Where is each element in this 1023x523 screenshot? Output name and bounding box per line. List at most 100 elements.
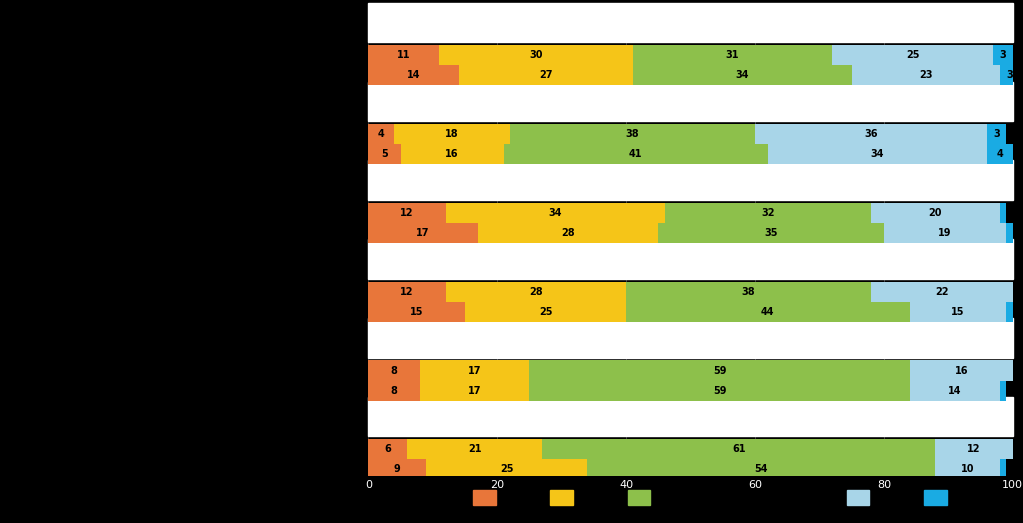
Text: 41: 41 bbox=[629, 149, 642, 159]
Bar bbox=[659, 223, 884, 243]
Bar bbox=[999, 459, 1007, 480]
Bar bbox=[530, 360, 909, 381]
Text: 61: 61 bbox=[732, 445, 746, 454]
Bar bbox=[464, 302, 626, 322]
Text: 34: 34 bbox=[871, 149, 884, 159]
Text: 9: 9 bbox=[394, 464, 401, 474]
Bar bbox=[935, 459, 999, 480]
Bar bbox=[987, 124, 1007, 144]
Text: 36: 36 bbox=[864, 129, 878, 139]
Text: 12: 12 bbox=[400, 287, 413, 297]
Bar bbox=[407, 439, 542, 459]
Bar bbox=[368, 381, 419, 401]
Bar bbox=[368, 124, 394, 144]
Bar bbox=[458, 65, 632, 85]
Bar bbox=[368, 318, 1013, 358]
Bar bbox=[368, 397, 1013, 437]
Bar bbox=[510, 124, 755, 144]
Bar bbox=[1007, 223, 1013, 243]
Bar bbox=[473, 490, 495, 505]
Text: 17: 17 bbox=[416, 228, 430, 238]
Bar bbox=[439, 45, 632, 65]
Bar bbox=[368, 161, 1013, 200]
Text: 54: 54 bbox=[755, 464, 768, 474]
Bar bbox=[478, 223, 659, 243]
Bar bbox=[871, 281, 1013, 302]
Text: Julkisen vallan konkreettinen toiminta yrittäjyyden
edistämiseksi - valtakunnall: Julkisen vallan konkreettinen toiminta y… bbox=[60, 168, 362, 192]
Text: 28: 28 bbox=[529, 287, 542, 297]
Text: 38: 38 bbox=[742, 287, 755, 297]
Bar bbox=[368, 65, 458, 85]
Bar bbox=[768, 144, 987, 164]
Text: 28: 28 bbox=[562, 228, 575, 238]
Text: 15: 15 bbox=[951, 306, 965, 317]
Text: 25: 25 bbox=[500, 464, 514, 474]
Text: Kansalaisten suhtautuminen yrittäjyyteen: Kansalaisten suhtautuminen yrittäjyyteen bbox=[114, 96, 362, 106]
Text: 19: 19 bbox=[938, 228, 951, 238]
Text: 15: 15 bbox=[410, 306, 424, 317]
Text: 3: 3 bbox=[1007, 70, 1013, 80]
Bar bbox=[446, 281, 626, 302]
Text: Oma kokemus yrittäjyysilmapiiristä
(esim. yrittämisen mielekkyys Suomessa): Oma kokemus yrittäjyysilmapiiristä (esim… bbox=[117, 11, 362, 34]
Text: 3: 3 bbox=[993, 129, 1000, 139]
Text: 4: 4 bbox=[996, 149, 1004, 159]
Bar bbox=[368, 203, 446, 223]
Bar bbox=[550, 490, 573, 505]
Bar bbox=[632, 45, 833, 65]
Text: 4: 4 bbox=[377, 129, 385, 139]
Bar bbox=[626, 302, 909, 322]
Text: 12: 12 bbox=[968, 445, 981, 454]
Text: 38: 38 bbox=[626, 129, 639, 139]
Text: 8: 8 bbox=[391, 366, 398, 376]
Bar bbox=[368, 45, 439, 65]
Text: 22: 22 bbox=[935, 287, 948, 297]
Text: Markkinaehtoisesti toimivien rahoittajien toiminta
yrittäjyyden edistämiseksi (m: Markkinaehtoisesti toimivien rahoittajie… bbox=[29, 405, 362, 428]
Text: 44: 44 bbox=[761, 306, 774, 317]
Text: 21: 21 bbox=[468, 445, 482, 454]
Bar bbox=[427, 459, 587, 480]
Bar bbox=[999, 381, 1007, 401]
Text: 16: 16 bbox=[954, 366, 968, 376]
Text: 20: 20 bbox=[929, 208, 942, 218]
Text: 10: 10 bbox=[961, 464, 974, 474]
Bar bbox=[935, 439, 1013, 459]
Bar bbox=[368, 223, 478, 243]
Bar bbox=[924, 490, 946, 505]
Text: 6: 6 bbox=[385, 445, 391, 454]
Text: 8: 8 bbox=[391, 385, 398, 395]
Text: 14: 14 bbox=[948, 385, 962, 395]
Bar bbox=[884, 223, 1007, 243]
Bar bbox=[626, 281, 871, 302]
Bar bbox=[628, 490, 651, 505]
Text: 17: 17 bbox=[468, 366, 482, 376]
Bar bbox=[419, 360, 530, 381]
Bar bbox=[368, 281, 446, 302]
Bar bbox=[368, 144, 401, 164]
Bar bbox=[909, 381, 999, 401]
Bar bbox=[446, 203, 665, 223]
Bar bbox=[587, 459, 935, 480]
Bar bbox=[503, 144, 768, 164]
Text: 3: 3 bbox=[999, 50, 1007, 60]
Text: 27: 27 bbox=[539, 70, 552, 80]
Text: 14: 14 bbox=[407, 70, 420, 80]
Bar bbox=[871, 203, 999, 223]
Text: 32: 32 bbox=[761, 208, 774, 218]
Text: 34: 34 bbox=[548, 208, 562, 218]
Bar bbox=[665, 203, 871, 223]
Bar bbox=[394, 124, 510, 144]
Bar bbox=[1007, 302, 1013, 322]
Text: 23: 23 bbox=[919, 70, 933, 80]
Text: 35: 35 bbox=[764, 228, 777, 238]
Text: 30: 30 bbox=[529, 50, 542, 60]
Text: 31: 31 bbox=[725, 50, 740, 60]
Text: 16: 16 bbox=[445, 149, 458, 159]
Text: 25: 25 bbox=[539, 306, 552, 317]
Bar bbox=[833, 45, 993, 65]
Bar bbox=[851, 65, 999, 85]
Text: 25: 25 bbox=[906, 50, 920, 60]
Bar bbox=[368, 360, 419, 381]
Bar bbox=[909, 302, 1007, 322]
Bar bbox=[632, 65, 851, 85]
Bar bbox=[368, 240, 1013, 279]
